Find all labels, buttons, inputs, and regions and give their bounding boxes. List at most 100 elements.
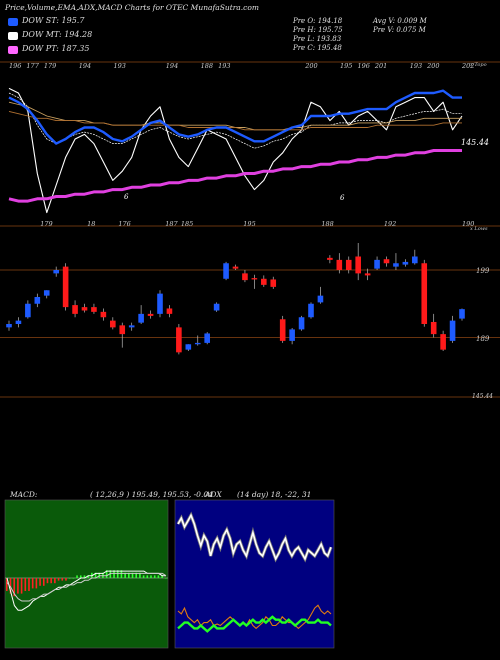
candle-body-up xyxy=(308,303,314,318)
stat-open: Pre O: 194.18 xyxy=(293,17,343,25)
candle-body-up xyxy=(223,263,229,279)
candle-body-up xyxy=(185,344,192,350)
candle-body-down xyxy=(91,307,97,312)
macd-histogram-bar xyxy=(157,575,160,578)
macd-signal-line xyxy=(6,572,167,602)
macd-histogram-bar xyxy=(116,570,119,578)
ema-bottom-tick-label: 179 xyxy=(40,220,52,228)
ema-top-tick-label: 193 xyxy=(218,62,230,70)
ema-fast-line xyxy=(8,92,462,149)
macd-histogram-bar xyxy=(83,575,86,578)
candle-body-up xyxy=(25,303,31,318)
legend-label-pt: DOW PT: 187.35 xyxy=(22,44,90,53)
stat-avg-volume: Avg V: 0.009 M xyxy=(373,17,427,25)
ema-top-tick-label: 200 xyxy=(426,62,439,70)
ema-bottom-tick-label: 185 xyxy=(181,220,193,228)
macd-histogram-bar xyxy=(109,570,112,578)
macd-histogram-bar xyxy=(72,578,75,579)
adx-title: ADX xyxy=(205,490,222,499)
ema-top-tick-label: 193 xyxy=(114,62,126,70)
macd-histogram-bar xyxy=(31,578,34,589)
ema-top-tick-label: 193 xyxy=(410,62,422,70)
macd-histogram-bar xyxy=(113,570,115,578)
adx-params: (14 day) 18, -22, 31 xyxy=(237,490,312,499)
ema-top-tick-label: 188 xyxy=(201,62,213,70)
ema-top-tick-label: 196 xyxy=(357,62,369,70)
stat-low: Pre L: 193.83 xyxy=(293,35,342,43)
legend-item-st: DOW ST: 195.7 xyxy=(4,16,154,29)
candle-body-down xyxy=(383,259,390,264)
ema-panel: 196 177 179 194 193 194 188 193 200 195 196 201 193 2… xyxy=(0,61,500,228)
ema-top-tick-label: 202 xyxy=(461,62,474,70)
candle-body-down xyxy=(166,308,173,314)
macd-histogram-bar xyxy=(131,572,134,578)
ema-pt-line xyxy=(8,149,462,203)
macd-histogram-bar xyxy=(24,578,27,591)
candle-body-up xyxy=(213,303,220,311)
ema-top-tick-label: 194 xyxy=(79,62,91,70)
candle-body-down xyxy=(279,319,286,341)
candle-body-down xyxy=(242,273,248,281)
macd-histogram-bar xyxy=(165,578,167,579)
candle-body-down xyxy=(147,313,154,316)
macd-background xyxy=(4,499,169,649)
ema-top-tick-label: 179 xyxy=(44,62,56,70)
candle-body-down xyxy=(72,305,78,314)
candle-body-up xyxy=(393,263,399,267)
candle-body-down xyxy=(336,259,343,270)
legend-swatch-mt xyxy=(8,32,18,40)
candle-corner-label: x Lows xyxy=(470,226,488,232)
macd-histogram-bar xyxy=(79,575,82,578)
macd-histogram-bar xyxy=(139,572,141,578)
candle-body-up xyxy=(157,293,163,314)
macd-histogram-bar xyxy=(9,578,12,594)
candle-body-up xyxy=(289,329,295,341)
legend-item-mt: DOW MT: 194.28 xyxy=(4,30,154,43)
ema-slow-line xyxy=(8,110,462,131)
candle-body-up xyxy=(374,259,380,269)
legend-label-mt: DOW MT: 194.28 xyxy=(22,30,93,39)
ema-top-tick-label: 194 xyxy=(166,62,178,70)
candle-body-down xyxy=(232,266,239,269)
ema-top-tick-label: 177 xyxy=(26,62,39,70)
stat-prev-volume: Pre V: 0.075 M xyxy=(373,26,426,34)
legend-item-pt: DOW PT: 187.35 xyxy=(4,44,154,57)
candle-body-up xyxy=(449,320,456,341)
candle-body-down xyxy=(62,266,69,308)
macd-histogram-bar xyxy=(50,578,52,584)
candlestick-panel xyxy=(0,243,500,398)
candle-body-down xyxy=(345,259,352,270)
macd-histogram-bar xyxy=(135,572,138,578)
stat-close: Pre C: 195.48 xyxy=(293,44,342,52)
macd-histogram-bar xyxy=(120,570,123,578)
candle-body-down xyxy=(251,278,258,280)
candle-body-up xyxy=(317,295,324,303)
macd-histogram-bar xyxy=(20,578,23,594)
macd-histogram-bar xyxy=(13,578,15,597)
ema-corner-label: x Topo xyxy=(470,62,487,68)
macd-histogram-bar xyxy=(161,575,163,578)
candle-body-up xyxy=(6,324,12,328)
candle-body-down xyxy=(81,307,88,311)
legend-label-st: DOW ST: 195.7 xyxy=(22,16,85,25)
candle-body-down xyxy=(421,263,428,324)
macd-histogram-bar xyxy=(57,578,60,581)
macd-histogram-bar xyxy=(124,572,126,578)
candle-body-up xyxy=(459,309,465,319)
stat-high: Pre H: 195.75 xyxy=(293,26,343,34)
ema-bottom-tick-label: 176 xyxy=(118,220,130,228)
candle-body-down xyxy=(176,327,182,353)
macd-histogram-bar xyxy=(128,572,130,578)
candle-body-up xyxy=(34,297,41,304)
ema-bottom-tick-label: 190 xyxy=(462,220,474,228)
macd-histogram-bar xyxy=(35,578,38,589)
di-minus-line xyxy=(177,604,332,630)
adx-line xyxy=(177,513,332,561)
ema-right-value: 145.44 xyxy=(461,138,489,147)
macd-histogram-bar xyxy=(65,578,67,581)
ema-top-tick-label: 196 xyxy=(9,62,21,70)
macd-line xyxy=(6,570,166,611)
legend-swatch-pt xyxy=(8,46,18,54)
macd-histogram-bar xyxy=(68,578,71,579)
ema-bottom-tick-label: 18 xyxy=(87,220,95,228)
